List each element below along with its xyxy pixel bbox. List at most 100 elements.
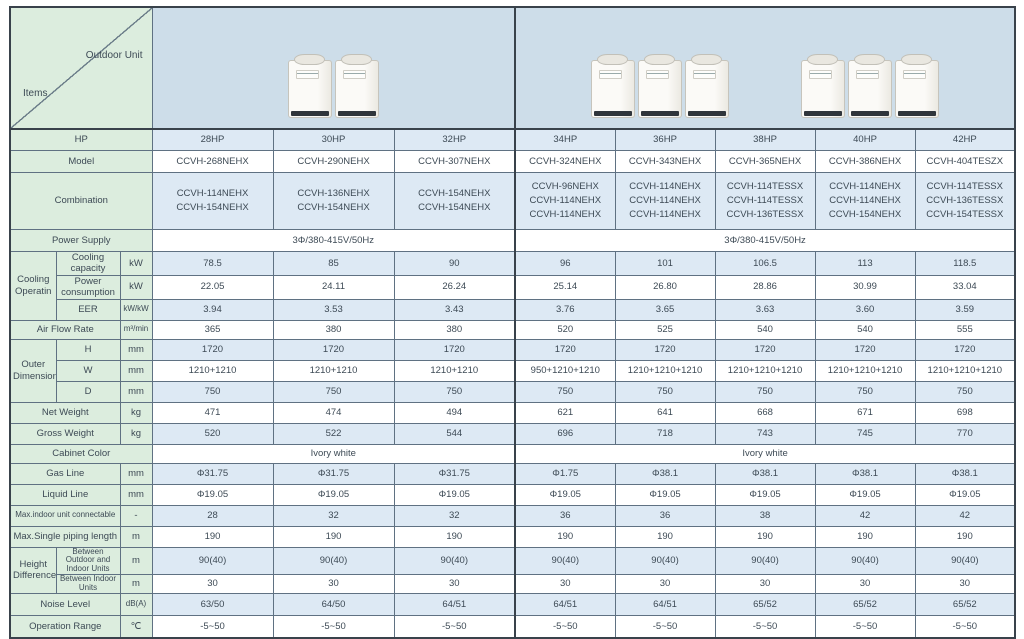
unit-fan-icon bbox=[854, 54, 886, 65]
table-cell: CCVH-136NEHX CCVH-154NEHX bbox=[272, 172, 395, 230]
table-cell: 1210+1210 bbox=[151, 359, 274, 382]
table-cell: 30 bbox=[151, 573, 274, 594]
table-cell: 90(40) bbox=[272, 546, 395, 575]
unit-fan-icon bbox=[293, 54, 325, 65]
table-cell: 641 bbox=[614, 401, 716, 424]
table-cell: CCVH-324NEHX bbox=[514, 150, 616, 173]
table-cell: 32HP bbox=[393, 128, 516, 151]
table-cell: 64/51 bbox=[614, 592, 716, 616]
table-cell: CCVH-404TESZX bbox=[914, 150, 1016, 173]
table-cell: 698 bbox=[914, 401, 1016, 424]
unit-label-plate bbox=[856, 70, 880, 79]
table-cell: 1720 bbox=[614, 338, 716, 361]
unit-images-right-cell bbox=[514, 6, 1016, 130]
table-cell: 750 bbox=[714, 380, 816, 403]
table-cell: 30 bbox=[814, 573, 916, 594]
hp-row: HP 28HP 30HP 32HP 34HP 36HP 38HP 40HP 42… bbox=[9, 128, 1016, 151]
table-cell: 25.14 bbox=[514, 274, 616, 300]
table-cell: Φ19.05 bbox=[714, 483, 816, 506]
row-label-hp: HP bbox=[9, 128, 153, 151]
table-cell: -5~50 bbox=[814, 614, 916, 639]
table-cell: CCVH-114NEHX CCVH-114NEHX CCVH-154NEHX bbox=[814, 172, 916, 230]
spec-row-liquid-line: Liquid Line mm Φ19.05 Φ19.05 Φ19.05 Φ19.… bbox=[9, 483, 1016, 506]
table-cell: Φ38.1 bbox=[914, 462, 1016, 485]
table-cell: CCVH-114TESSX CCVH-136TESSX CCVH-154TESS… bbox=[914, 172, 1016, 230]
row-label-gas-line: Gas Line bbox=[9, 462, 121, 485]
table-cell: 90(40) bbox=[614, 546, 716, 575]
row-label-dim-w: W bbox=[55, 359, 121, 382]
table-cell: Φ19.05 bbox=[814, 483, 916, 506]
combination-line: CCVH-114TESSX bbox=[726, 181, 804, 193]
table-cell: 106.5 bbox=[714, 251, 816, 276]
outdoor-unit-image bbox=[287, 54, 332, 118]
unit-label: ℃ bbox=[119, 614, 153, 639]
table-cell: Φ19.05 bbox=[151, 483, 274, 506]
unit-label-plate bbox=[645, 70, 669, 79]
table-cell: 494 bbox=[393, 401, 516, 424]
table-cell: 30.99 bbox=[814, 274, 916, 300]
combination-line: CCVH-114TESSX bbox=[726, 195, 804, 207]
table-cell: 1720 bbox=[914, 338, 1016, 361]
table-cell: 1720 bbox=[151, 338, 274, 361]
unit-base bbox=[898, 111, 937, 116]
table-cell: 525 bbox=[614, 319, 716, 340]
unit-label-plate bbox=[692, 70, 716, 79]
unit-label: dB(A) bbox=[119, 592, 153, 616]
table-cell: 3.53 bbox=[272, 298, 395, 321]
outdoor-unit-image bbox=[801, 54, 846, 118]
group-label-outer-dimension: Outer Dimension bbox=[9, 338, 57, 403]
spec-row-max-indoor: Max.indoor unit connectable - 28 32 32 3… bbox=[9, 504, 1016, 527]
outdoor-unit-image bbox=[590, 54, 635, 118]
table-cell: 474 bbox=[272, 401, 395, 424]
table-cell: 96 bbox=[514, 251, 616, 276]
spec-row-max-piping: Max.Single piping length m 190 190 190 1… bbox=[9, 525, 1016, 548]
table-cell: 1210+1210+1210 bbox=[714, 359, 816, 382]
row-label-cabinet-color: Cabinet Color bbox=[9, 443, 153, 464]
table-cell: 750 bbox=[814, 380, 916, 403]
table-cell: -5~50 bbox=[393, 614, 516, 639]
group-label-cooling-operatin: Cooling Operatin bbox=[9, 251, 57, 321]
table-cell: 30 bbox=[272, 573, 395, 594]
table-cell: Φ19.05 bbox=[272, 483, 395, 506]
combination-line: CCVH-114NEHX bbox=[629, 181, 701, 193]
table-cell: CCVH-154NEHX CCVH-154NEHX bbox=[393, 172, 516, 230]
table-cell: CCVH-290NEHX bbox=[272, 150, 395, 173]
table-cell: 90(40) bbox=[393, 546, 516, 575]
table-cell: 380 bbox=[272, 319, 395, 340]
table-cell: 190 bbox=[614, 525, 716, 548]
corner-outdoor-unit-label: Outdoor Unit bbox=[85, 50, 143, 61]
table-cell: 28HP bbox=[151, 128, 274, 151]
table-cell: 770 bbox=[914, 422, 1016, 445]
combination-line: CCVH-154NEHX bbox=[418, 202, 491, 213]
spec-row-noise: Noise Level dB(A) 63/50 64/50 64/51 64/5… bbox=[9, 592, 1016, 616]
table-cell: Φ31.75 bbox=[151, 462, 274, 485]
table-cell: 30HP bbox=[272, 128, 395, 151]
row-label-gross-weight: Gross Weight bbox=[9, 422, 121, 445]
table-cell: CCVH-386NEHX bbox=[814, 150, 916, 173]
unit-label: - bbox=[119, 504, 153, 527]
unit-base bbox=[687, 111, 726, 116]
table-cell: 36 bbox=[614, 504, 716, 527]
table-cell: 471 bbox=[151, 401, 274, 424]
table-cell: 118.5 bbox=[914, 251, 1016, 276]
table-cell: 36 bbox=[514, 504, 616, 527]
table-cell: 1210+1210+1210 bbox=[914, 359, 1016, 382]
table-cell: 750 bbox=[272, 380, 395, 403]
table-cell: 32 bbox=[272, 504, 395, 527]
combination-row: Combination CCVH-114NEHX CCVH-154NEHX CC… bbox=[9, 172, 1016, 230]
table-cell: 1210+1210 bbox=[393, 359, 516, 382]
table-cell: 65/52 bbox=[714, 592, 816, 616]
spec-row-dim-w: W mm 1210+1210 1210+1210 1210+1210 950+1… bbox=[10, 359, 1016, 382]
spec-row-gas-line: Gas Line mm Φ31.75 Φ31.75 Φ31.75 Φ1.75 Φ… bbox=[9, 462, 1016, 485]
unit-label-plate bbox=[295, 70, 319, 79]
row-label-max-indoor: Max.indoor unit connectable bbox=[9, 504, 121, 527]
table-cell: 38 bbox=[714, 504, 816, 527]
spec-row-operation-range: Operation Range ℃ -5~50 -5~50 -5~50 -5~5… bbox=[9, 614, 1016, 639]
spec-row-eer: EER kW/kW 3.94 3.53 3.43 3.76 3.65 3.63 … bbox=[10, 298, 1016, 321]
table-cell: 1210+1210 bbox=[272, 359, 395, 382]
row-label-net-weight: Net Weight bbox=[9, 401, 121, 424]
table-cell: -5~50 bbox=[272, 614, 395, 639]
row-label-liquid-line: Liquid Line bbox=[9, 483, 121, 506]
spec-row-hd-indoor: Between Indoor Units m 30 30 30 30 30 30… bbox=[10, 573, 1016, 594]
table-cell: CCVH-343NEHX bbox=[614, 150, 716, 173]
